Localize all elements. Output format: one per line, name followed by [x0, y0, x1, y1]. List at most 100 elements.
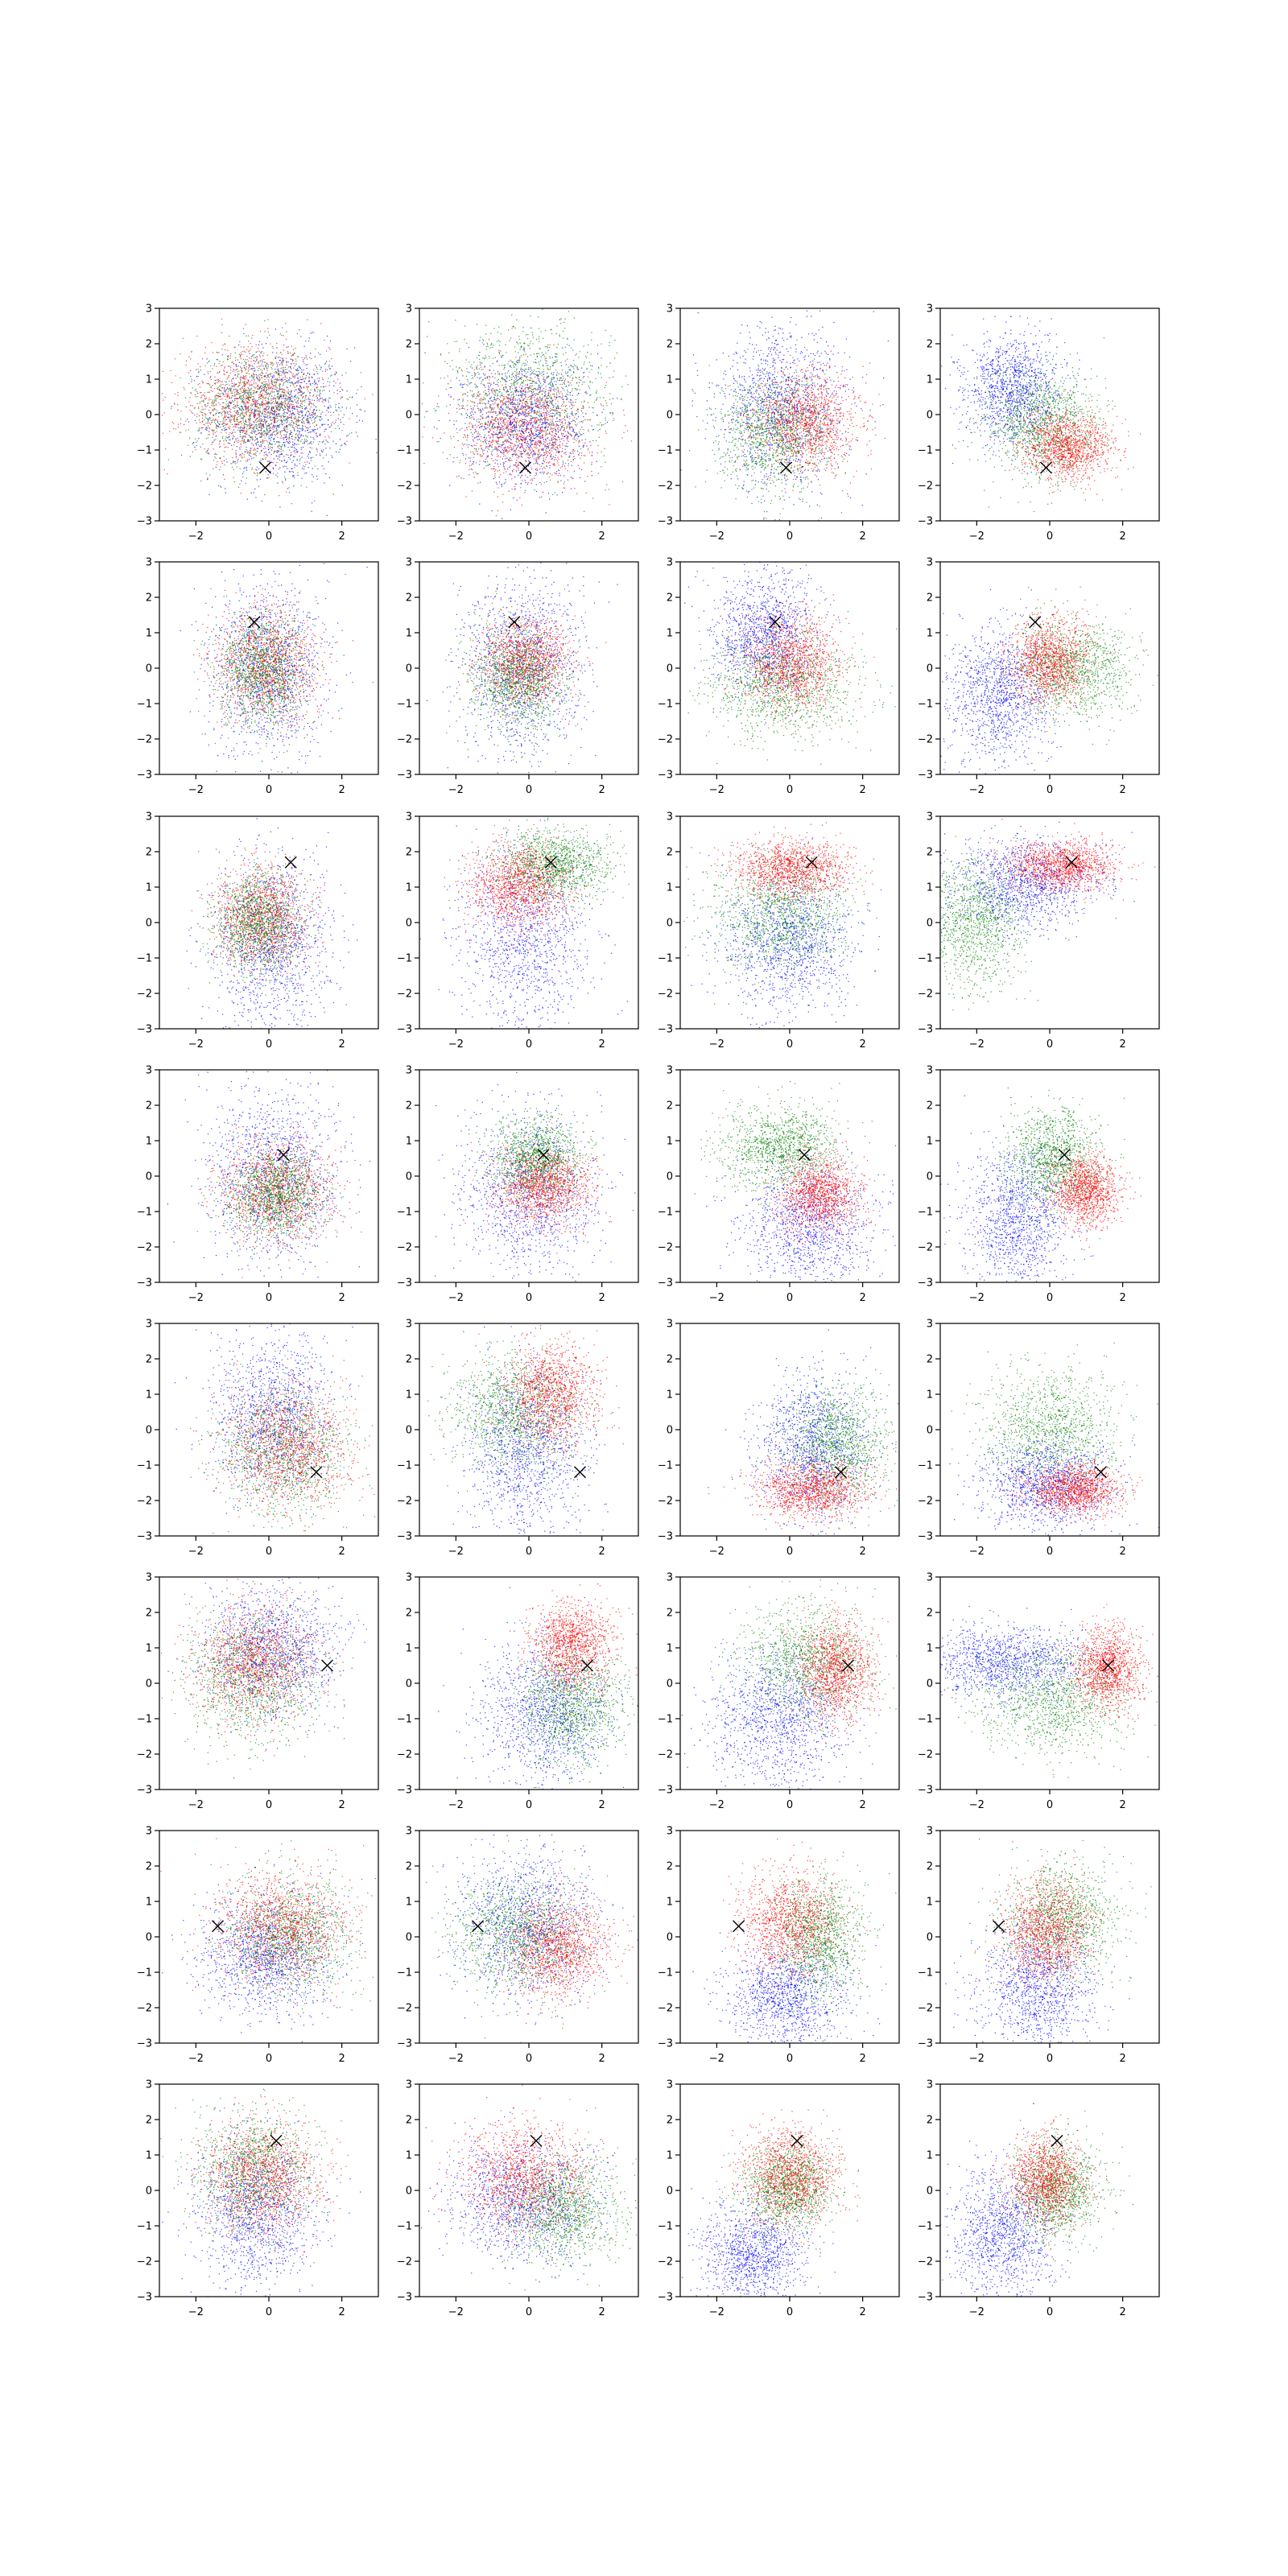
scatter-point	[469, 416, 470, 417]
scatter-point	[266, 477, 267, 478]
scatter-point	[204, 448, 205, 449]
scatter-point	[233, 461, 234, 462]
scatter-point	[256, 352, 257, 353]
scatter-point	[270, 430, 271, 431]
scatter-point	[288, 443, 289, 444]
scatter-point	[243, 333, 244, 334]
scatter-point	[471, 417, 472, 418]
scatter-point	[273, 411, 274, 412]
scatter-point	[260, 393, 261, 394]
scatter-point	[309, 463, 310, 464]
scatter-point	[376, 439, 377, 440]
scatter-point	[277, 416, 278, 417]
scatter-point	[188, 372, 189, 373]
scatter-point	[540, 420, 541, 421]
scatter-point	[241, 398, 242, 399]
scatter-point	[261, 372, 262, 373]
scatter-point	[275, 415, 276, 416]
scatter-point	[293, 460, 294, 461]
scatter-point	[223, 402, 224, 403]
scatter-point	[235, 415, 236, 416]
scatter-point	[263, 416, 264, 417]
scatter-point	[328, 461, 329, 462]
scatter-point	[261, 427, 262, 428]
scatter-point	[279, 410, 280, 411]
scatter-point	[466, 384, 467, 385]
scatter-point	[211, 342, 212, 343]
scatter-point	[514, 404, 515, 405]
scatter-point	[237, 460, 238, 461]
scatter-point	[519, 427, 520, 428]
scatter-point	[236, 424, 237, 425]
scatter-point	[538, 392, 539, 393]
scatter-point	[265, 431, 266, 432]
scatter-point	[497, 390, 498, 391]
scatter-point	[294, 447, 295, 448]
scatter-point	[294, 456, 295, 457]
scatter-point	[301, 392, 302, 393]
scatter-point	[262, 355, 263, 356]
scatter-point	[329, 385, 330, 386]
scatter-point	[225, 407, 226, 408]
scatter-point	[324, 424, 325, 425]
scatter-point	[518, 391, 519, 392]
scatter-point	[512, 435, 513, 436]
scatter-point	[296, 451, 297, 452]
scatter-point	[305, 426, 306, 427]
scatter-point	[274, 391, 275, 392]
scatter-point	[286, 436, 287, 437]
scatter-point	[521, 394, 522, 395]
scatter-point	[243, 359, 244, 360]
scatter-point	[246, 349, 247, 350]
scatter-point	[601, 344, 602, 345]
scatter-point	[557, 379, 558, 380]
scatter-point	[579, 446, 580, 447]
scatter-point	[249, 424, 250, 425]
scatter-point	[228, 388, 229, 389]
scatter-point	[255, 402, 256, 403]
scatter-point	[195, 439, 196, 440]
scatter-point	[285, 369, 286, 370]
scatter-point	[266, 420, 267, 421]
scatter-point	[224, 479, 225, 480]
scatter-point	[308, 398, 309, 399]
scatter-point	[309, 357, 310, 358]
scatter-point	[223, 440, 224, 441]
scatter-point	[275, 385, 276, 386]
scatter-point	[313, 413, 314, 414]
scatter-point	[221, 461, 222, 462]
scatter-point	[254, 448, 255, 449]
scatter-point	[546, 378, 547, 379]
scatter-point	[324, 429, 325, 430]
scatter-point	[536, 339, 537, 340]
scatter-point	[253, 390, 254, 391]
scatter-point	[525, 363, 526, 364]
scatter-point	[496, 415, 497, 416]
scatter-point	[511, 315, 512, 316]
scatter-point	[276, 403, 277, 404]
scatter-point	[303, 378, 304, 379]
scatter-point	[333, 412, 334, 413]
scatter-point	[278, 446, 279, 447]
scatter-point	[218, 393, 219, 394]
scatter-point	[225, 432, 226, 433]
scatter-point	[299, 460, 300, 461]
scatter-point	[592, 407, 593, 408]
scatter-point	[324, 406, 325, 407]
scatter-point	[208, 361, 209, 362]
scatter-point	[165, 448, 166, 449]
scatter-point	[261, 432, 262, 433]
scatter-point	[215, 397, 216, 398]
scatter-point	[562, 395, 563, 396]
scatter-point	[515, 351, 516, 352]
scatter-point	[190, 410, 191, 411]
scatter-point	[264, 440, 265, 441]
scatter-point	[316, 367, 317, 368]
scatter-point	[202, 358, 203, 359]
scatter-point	[342, 397, 343, 398]
scatter-point	[243, 431, 244, 432]
scatter-point	[274, 441, 275, 442]
scatter-point	[230, 353, 231, 354]
scatter-point	[554, 410, 555, 411]
